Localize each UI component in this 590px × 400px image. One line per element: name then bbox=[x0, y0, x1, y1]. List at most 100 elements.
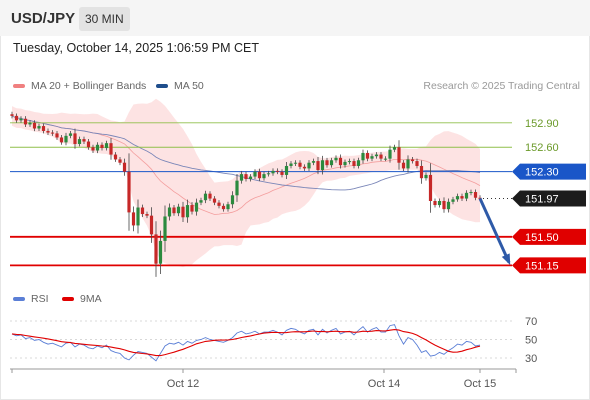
candle-body bbox=[469, 192, 473, 194]
candle-body bbox=[262, 174, 266, 179]
candle-body bbox=[73, 133, 77, 144]
candle-body bbox=[82, 139, 86, 142]
candle-body bbox=[248, 176, 253, 180]
rsi-tick-label-1: 50 bbox=[525, 335, 537, 347]
candle-body bbox=[95, 144, 100, 151]
candle-body bbox=[464, 192, 469, 199]
candle-body bbox=[343, 161, 347, 166]
x-tick-label-1: Oct 14 bbox=[368, 378, 400, 390]
candle-body bbox=[145, 214, 149, 216]
legend-9ma: 9MA bbox=[62, 293, 102, 305]
support-label-4: 151.15 bbox=[525, 260, 559, 272]
timeframe-button[interactable]: 30 MIN bbox=[79, 7, 130, 31]
x-tick-label-2: Oct 15 bbox=[464, 378, 496, 390]
legend-ma50-label: MA 50 bbox=[174, 80, 204, 92]
candle-body bbox=[334, 157, 338, 161]
ma20-swatch bbox=[13, 84, 25, 89]
candle-body bbox=[307, 162, 311, 169]
x-tick-label-0: Oct 12 bbox=[167, 378, 199, 390]
candle-body bbox=[302, 166, 307, 169]
candle-body bbox=[136, 207, 140, 226]
last-price-tag-bg bbox=[512, 190, 586, 207]
candle-body bbox=[280, 171, 284, 175]
candle-body bbox=[163, 216, 167, 241]
candle-body bbox=[203, 193, 208, 201]
candle-body bbox=[23, 118, 28, 125]
candle-body bbox=[149, 215, 154, 235]
candle-body bbox=[239, 174, 244, 181]
candle-body bbox=[374, 154, 379, 157]
candle-body bbox=[41, 126, 46, 131]
symbol-label: USD/JPY bbox=[11, 10, 76, 27]
candle-body bbox=[64, 135, 68, 143]
candle-body bbox=[104, 143, 109, 149]
candle-body bbox=[298, 162, 302, 167]
candle-body bbox=[244, 174, 248, 180]
candle-body bbox=[289, 163, 293, 166]
candle-body bbox=[91, 147, 95, 151]
legend-ma20-label: MA 20 + Bollinger Bands bbox=[31, 80, 147, 92]
candle-body bbox=[181, 206, 185, 218]
candle-body bbox=[365, 152, 370, 159]
candle-body bbox=[28, 122, 32, 125]
candle-body bbox=[424, 174, 428, 179]
candle-body bbox=[167, 207, 172, 217]
candle-body bbox=[235, 180, 239, 196]
ma9-swatch bbox=[62, 297, 74, 302]
credit-label: Research © 2025 Trading Central bbox=[423, 80, 580, 92]
candle-body bbox=[199, 200, 203, 203]
candle-body bbox=[397, 147, 401, 163]
candle-body bbox=[437, 200, 442, 206]
candle-body bbox=[293, 162, 298, 164]
candle-body bbox=[185, 205, 190, 218]
rsi-series-9ma bbox=[11, 329, 481, 357]
forecast-arrow-head bbox=[501, 253, 511, 266]
candle-body bbox=[415, 161, 419, 166]
candle-body bbox=[275, 170, 280, 172]
candle-body bbox=[428, 174, 433, 201]
candle-body bbox=[311, 161, 316, 163]
candle-body bbox=[217, 202, 221, 206]
resistance-label-0: 152.90 bbox=[525, 118, 559, 130]
candle-body bbox=[460, 196, 464, 199]
pivot-tag-bg bbox=[512, 163, 586, 180]
support-tag-bg-4 bbox=[512, 257, 586, 274]
support-tag-4 bbox=[512, 257, 586, 274]
candle-body bbox=[32, 122, 37, 129]
candle-body bbox=[19, 118, 23, 121]
candle-body bbox=[55, 133, 59, 138]
candle-body bbox=[14, 115, 19, 121]
rsi-tick-label-2: 30 bbox=[525, 353, 537, 365]
candle-body bbox=[410, 159, 415, 162]
candle-body bbox=[221, 205, 226, 210]
candle-body bbox=[50, 132, 55, 134]
candle-body bbox=[113, 154, 118, 160]
support-tag-3 bbox=[512, 228, 586, 245]
candle-body bbox=[226, 204, 230, 210]
candle-body bbox=[284, 165, 289, 175]
header-bar: USD/JPY 30 MIN bbox=[0, 0, 590, 36]
candle-body bbox=[379, 154, 383, 159]
candle-body bbox=[10, 114, 14, 116]
candle-body bbox=[370, 156, 374, 159]
candle-body bbox=[478, 197, 482, 199]
candle-body bbox=[68, 133, 73, 136]
candle-body bbox=[383, 158, 388, 160]
candle-body bbox=[140, 207, 145, 215]
candle-body bbox=[257, 171, 262, 179]
candle-body bbox=[473, 192, 478, 198]
support-tag-bg-3 bbox=[512, 228, 586, 245]
candle-body bbox=[154, 234, 158, 264]
legend-rsi: RSI bbox=[13, 293, 49, 305]
resistance-label-1: 152.60 bbox=[525, 142, 559, 154]
candle-body bbox=[230, 195, 235, 205]
candle-body bbox=[131, 212, 136, 226]
candle-body bbox=[253, 171, 257, 177]
candle-body bbox=[46, 130, 50, 133]
pivot-label: 152.30 bbox=[525, 167, 559, 179]
candle-body bbox=[86, 141, 91, 148]
candle-body bbox=[194, 202, 199, 212]
legend-ma20: MA 20 + Bollinger Bands bbox=[13, 80, 146, 92]
last-price-label: 151.97 bbox=[525, 194, 559, 206]
